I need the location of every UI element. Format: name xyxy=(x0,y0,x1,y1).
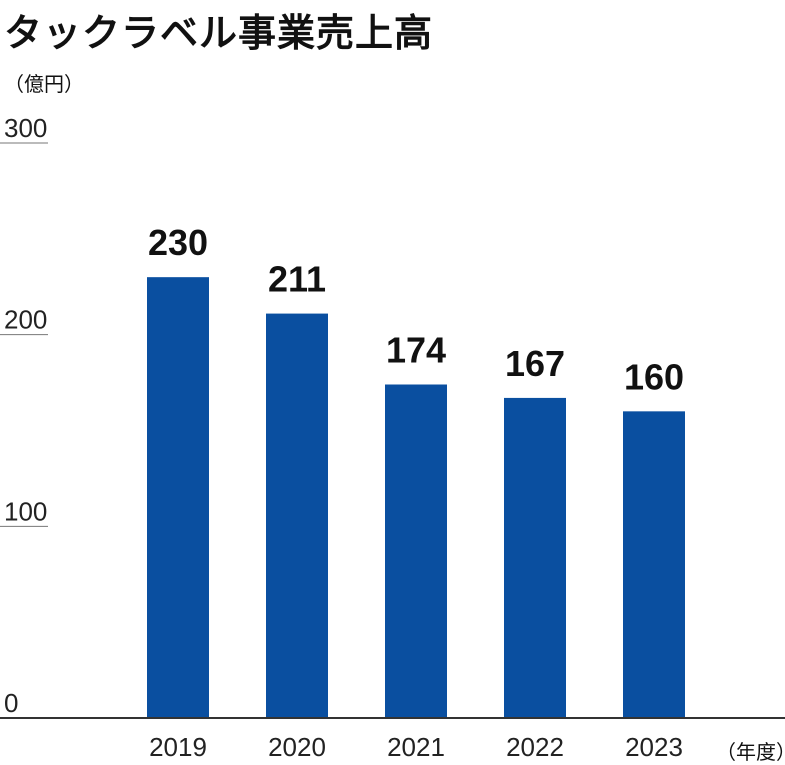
x-tick-label-2021: 2021 xyxy=(387,732,445,762)
bar-2019 xyxy=(147,277,209,718)
x-axis: 2019 2020 2021 2022 2023 xyxy=(0,717,785,762)
chart-title: タックラベル事業売上高 xyxy=(4,13,434,55)
bars: 230 211 174 167 160 xyxy=(147,222,685,718)
x-tick-label-2019: 2019 xyxy=(149,732,207,762)
y-axis: 0 100 200 300 xyxy=(0,113,48,718)
y-axis-unit-label: （億円） xyxy=(4,74,84,96)
bar-2023 xyxy=(623,411,685,718)
x-axis-unit-label: （年度） xyxy=(716,742,785,764)
data-label-2019: 230 xyxy=(148,222,208,263)
data-label-2021: 174 xyxy=(386,330,446,371)
bar-2022 xyxy=(504,397,566,718)
data-label-2022: 167 xyxy=(505,343,565,384)
y-tick-label: 100 xyxy=(4,496,47,526)
x-tick-label-2020: 2020 xyxy=(268,732,326,762)
y-tick-label: 300 xyxy=(4,113,47,143)
y-tick-label: 0 xyxy=(4,688,18,718)
bar-2020 xyxy=(266,313,328,718)
y-tick-label: 200 xyxy=(4,305,47,335)
bar-2021 xyxy=(385,384,447,718)
x-tick-label-2023: 2023 xyxy=(625,732,683,762)
data-label-2020: 211 xyxy=(268,259,326,300)
x-tick-label-2022: 2022 xyxy=(506,732,564,762)
data-label-2023: 160 xyxy=(624,356,684,397)
